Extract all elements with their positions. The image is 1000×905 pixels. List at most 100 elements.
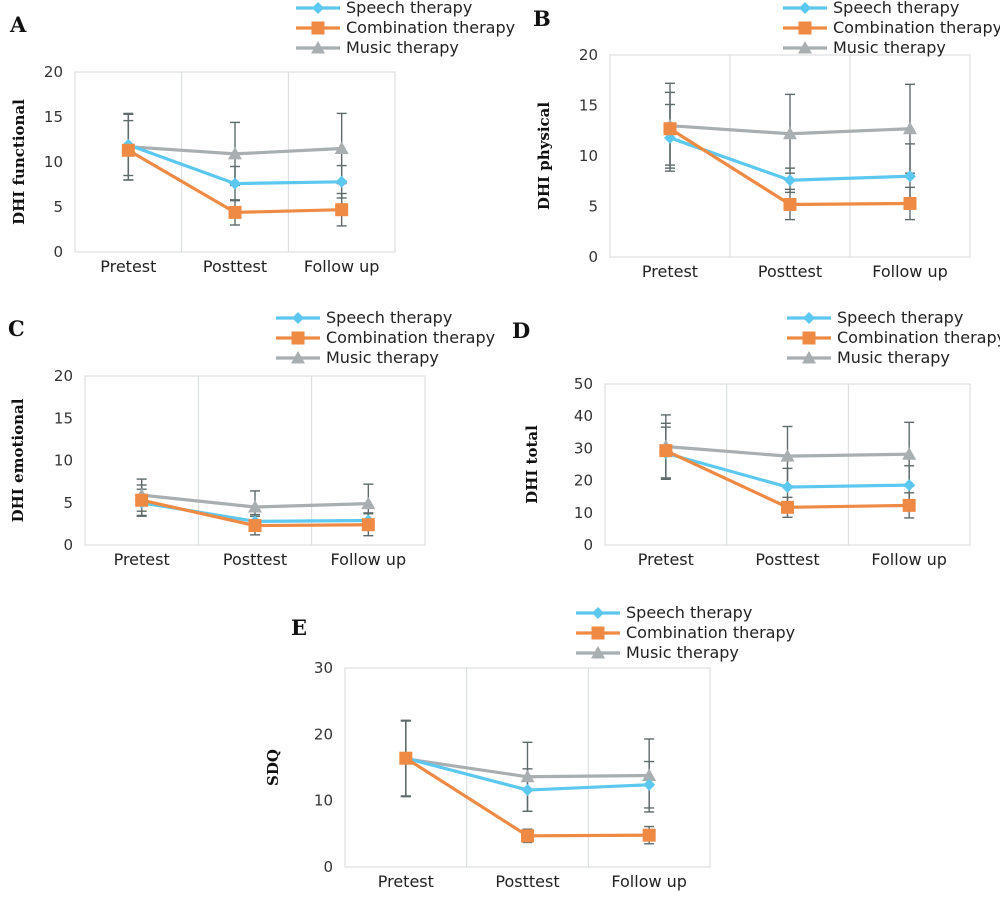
legend-marker-music — [802, 351, 816, 364]
plot-area — [604, 383, 971, 546]
y-tick-label: 50 — [574, 375, 593, 393]
x-tick-label: Posttest — [755, 550, 819, 569]
legend-marker-music — [291, 351, 305, 364]
legend-item-speech: Speech therapy — [787, 308, 963, 327]
legend-marker-speech — [803, 312, 815, 324]
y-tick-label: 20 — [574, 472, 593, 490]
y-tick-label: 5 — [63, 494, 73, 512]
y-tick-label: 15 — [54, 409, 73, 427]
legend-item-combination: Combination therapy — [783, 18, 1000, 37]
data-point-combination — [335, 203, 349, 217]
panel-label: B — [533, 6, 551, 31]
y-tick-label: 15 — [579, 97, 598, 115]
chart-panel-e: E 0 10 20 30 SDQ Pretest Posttest Follow up Speec… — [264, 603, 795, 891]
data-point-speech — [781, 481, 794, 494]
y-axis-label: DHI total — [523, 425, 541, 504]
y-tick-label: 0 — [588, 248, 598, 266]
x-tick-label: Follow up — [611, 872, 687, 891]
legend-label: Combination therapy — [626, 623, 795, 642]
y-tick-label: 20 — [314, 725, 333, 743]
legend-item-speech: Speech therapy — [296, 0, 472, 17]
y-tick-label: 0 — [53, 243, 63, 261]
legend-marker-combination — [591, 626, 605, 640]
legend-label: Combination therapy — [346, 18, 515, 37]
legend-label: Music therapy — [326, 348, 439, 367]
legend-item-speech: Speech therapy — [576, 603, 752, 622]
x-tick-label: Pretest — [100, 257, 156, 276]
chart-panel-c: C 0 5 10 15 20 DHI emotional Pretest Posttest Fol… — [8, 308, 495, 569]
data-point-combination — [248, 519, 262, 533]
legend-marker-music — [311, 41, 325, 54]
y-tick-label: 0 — [63, 536, 73, 554]
data-point-combination — [642, 828, 656, 842]
y-tick-label: 10 — [54, 452, 73, 470]
data-point-combination — [361, 518, 375, 532]
data-point-combination — [399, 751, 413, 765]
legend-marker-music — [798, 41, 812, 54]
plot-area — [84, 375, 426, 546]
x-tick-label: Posttest — [223, 550, 287, 569]
panel-label: C — [8, 316, 25, 341]
y-tick-label: 0 — [323, 858, 333, 876]
x-tick-label: Pretest — [378, 872, 434, 891]
data-point-music — [520, 769, 535, 783]
legend-marker-combination — [311, 21, 325, 35]
panel-label: A — [9, 12, 27, 37]
legend-marker-speech — [312, 2, 324, 14]
data-point-combination — [121, 143, 135, 157]
legend-item-music: Music therapy — [787, 348, 950, 367]
data-point-music — [228, 146, 242, 160]
data-point-speech — [521, 784, 534, 797]
legend-label: Music therapy — [346, 38, 459, 57]
y-tick-label: 5 — [53, 198, 63, 216]
data-point-music — [783, 126, 797, 140]
legend-label: Music therapy — [626, 643, 739, 662]
legend-item-combination: Combination therapy — [296, 18, 515, 37]
legend-label: Speech therapy — [326, 308, 452, 327]
data-point-music — [642, 768, 657, 781]
x-tick-label: Follow up — [331, 550, 407, 569]
data-point-combination — [521, 829, 534, 843]
legend-item-music: Music therapy — [576, 643, 739, 662]
chart-panel-a: A 0 5 10 15 20 DHI functional Pretest Posttest Fo… — [9, 0, 515, 276]
y-tick-label: 5 — [588, 198, 598, 216]
x-tick-label: Pretest — [642, 262, 698, 281]
y-tick-label: 10 — [574, 504, 593, 522]
legend-label: Combination therapy — [833, 18, 1000, 37]
legend-item-speech: Speech therapy — [783, 0, 959, 17]
data-point-combination — [783, 197, 797, 211]
y-tick-label: 20 — [579, 46, 598, 64]
legend-marker-speech — [292, 312, 304, 324]
legend-item-combination: Combination therapy — [787, 328, 1000, 347]
x-tick-label: Follow up — [872, 262, 948, 281]
legend-label: Music therapy — [833, 38, 946, 57]
data-point-speech — [784, 174, 796, 187]
legend-marker-speech — [799, 2, 811, 14]
x-tick-label: Follow up — [871, 550, 947, 569]
data-point-music — [334, 141, 349, 154]
data-point-combination — [902, 498, 916, 512]
y-tick-label: 20 — [54, 367, 73, 385]
legend-item-music: Music therapy — [296, 38, 459, 57]
y-tick-label: 10 — [579, 147, 598, 165]
panel-label: E — [291, 615, 307, 640]
legend-marker-combination — [802, 331, 816, 345]
x-tick-label: Pretest — [638, 550, 694, 569]
legend-item-combination: Combination therapy — [576, 623, 795, 642]
data-point-music — [780, 449, 795, 462]
plot-area — [344, 667, 711, 868]
x-tick-label: Posttest — [758, 262, 822, 281]
chart-panel-d: D 0 10 20 30 40 50 DHI total Pretest Posttest Foll… — [512, 308, 1000, 569]
panel-label: D — [512, 318, 530, 343]
y-tick-label: 20 — [44, 63, 63, 81]
y-tick-label: 30 — [314, 659, 333, 677]
plot-area — [74, 71, 396, 253]
data-point-combination — [659, 444, 673, 458]
y-axis-label: SDQ — [264, 749, 282, 786]
legend-label: Music therapy — [837, 348, 950, 367]
